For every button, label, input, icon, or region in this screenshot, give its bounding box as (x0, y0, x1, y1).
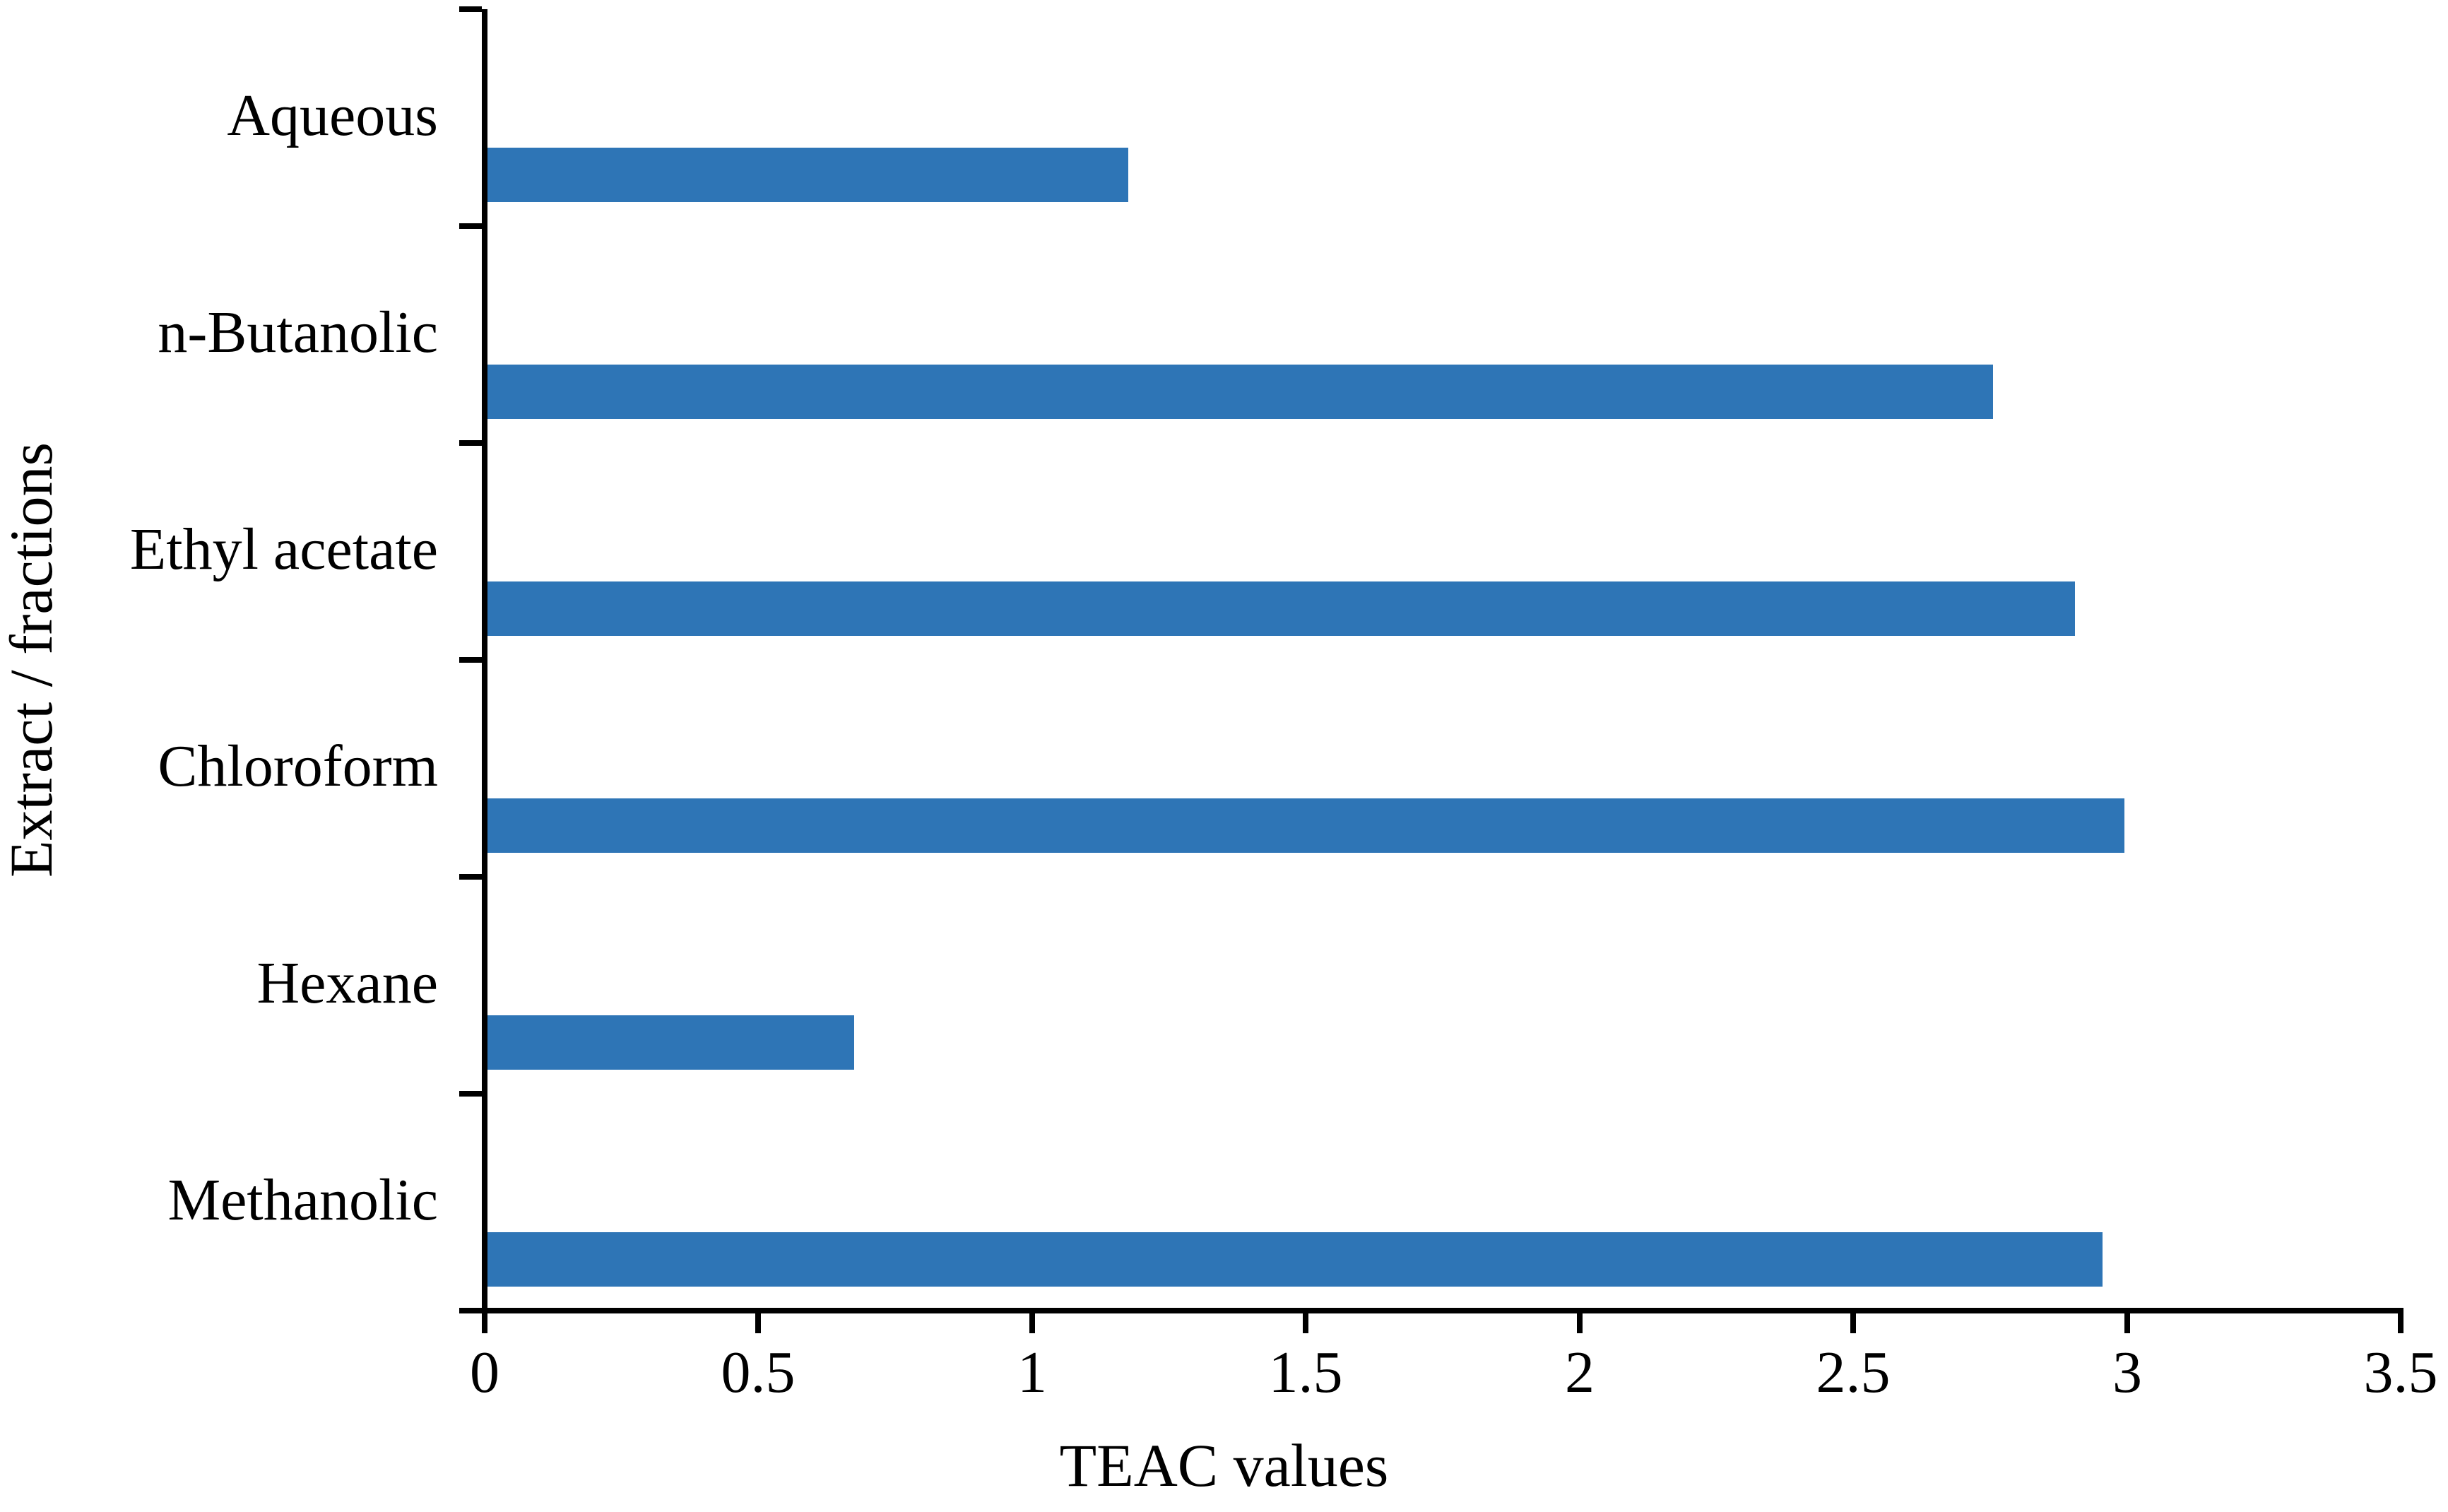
x-tick-label-2: 2 (1565, 1340, 1595, 1405)
y-axis-tick (459, 874, 482, 880)
y-axis-tick (459, 1091, 482, 1097)
x-axis-tick (482, 1313, 487, 1333)
x-axis-tick (1850, 1313, 1856, 1333)
x-axis-tick (1577, 1313, 1583, 1333)
x-tick-label-0-5: 0.5 (721, 1340, 796, 1405)
category-label-chloroform: Chloroform (158, 733, 438, 799)
x-tick-label-0: 0 (470, 1340, 499, 1405)
bar-hexane (487, 1015, 854, 1070)
bar-n-butanolic (487, 365, 1993, 419)
x-axis-tick (1029, 1313, 1035, 1333)
y-axis-tick (459, 1308, 482, 1313)
category-label-ethyl-acetate: Ethyl acetate (129, 516, 438, 582)
y-axis-tick (459, 6, 482, 12)
x-tick-label-1-5: 1.5 (1268, 1340, 1343, 1405)
category-label-hexane: Hexane (256, 950, 438, 1016)
x-axis-tick (1303, 1313, 1308, 1333)
category-label-n-butanolic: n-Butanolic (158, 300, 438, 365)
x-tick-label-3-5: 3.5 (2363, 1340, 2438, 1405)
y-axis-tick (459, 440, 482, 446)
y-axis-title: Extract / fractions (0, 442, 65, 878)
category-label-aqueous: Aqueous (227, 83, 438, 148)
plot-area (482, 9, 2403, 1313)
y-axis-tick (459, 657, 482, 663)
bar-methanolic (487, 1232, 2103, 1287)
x-tick-label-1: 1 (1017, 1340, 1047, 1405)
category-label-methanolic: Methanolic (167, 1167, 438, 1233)
x-tick-label-3: 3 (2112, 1340, 2142, 1405)
y-axis-tick (459, 223, 482, 229)
x-axis-tick (2124, 1313, 2130, 1333)
bar-aqueous (487, 148, 1128, 202)
x-axis-tick (755, 1313, 761, 1333)
bar-chloroform (487, 798, 2124, 853)
bar-ethyl-acetate (487, 581, 2075, 636)
x-axis-title: TEAC values (1059, 1431, 1389, 1499)
x-tick-label-2-5: 2.5 (1816, 1340, 1891, 1405)
x-axis-tick (2398, 1313, 2403, 1333)
